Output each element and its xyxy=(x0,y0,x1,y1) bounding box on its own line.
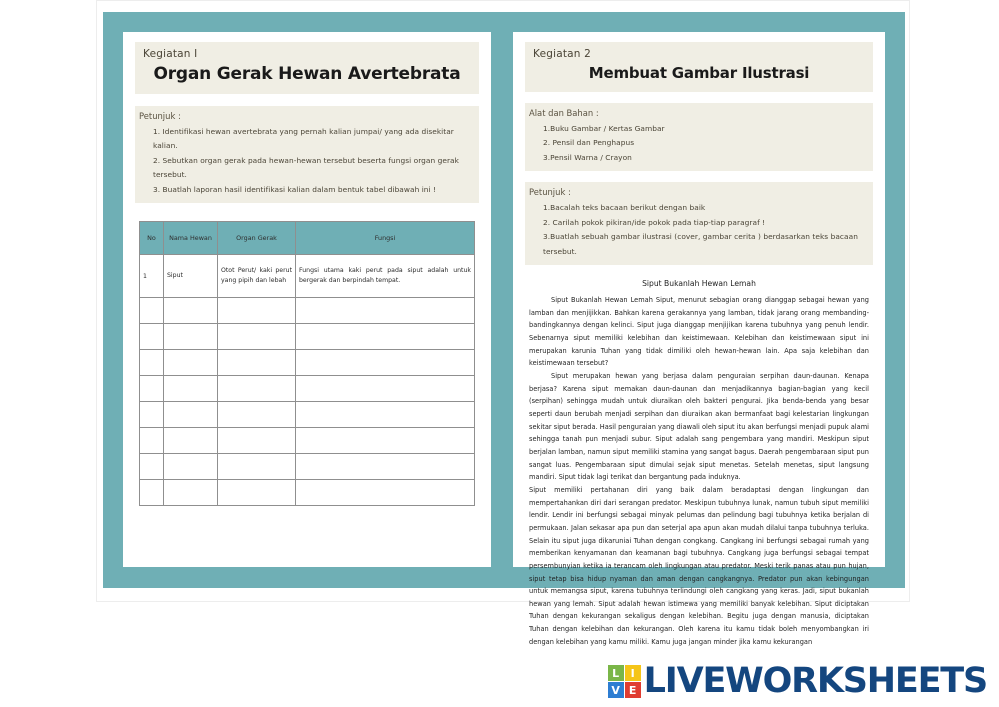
list-item: 1. Identifikasi hewan avertebrata yang p… xyxy=(153,127,454,151)
alat-dan-bahan-label: Alat dan Bahan : xyxy=(529,108,599,118)
cell-organ-gerak[interactable] xyxy=(217,401,296,429)
reading-passage: Siput Bukanlah Hewan Lemah Siput Bukanla… xyxy=(525,279,873,648)
cell-nama-hewan[interactable] xyxy=(163,479,218,507)
table-row[interactable] xyxy=(139,297,475,325)
cell-fungsi[interactable] xyxy=(295,427,475,455)
petunjuk-label-right: Petunjuk : xyxy=(529,187,571,198)
logo-square-i: I xyxy=(624,665,641,681)
cell-nama-hewan[interactable] xyxy=(163,297,218,325)
cell-no[interactable] xyxy=(139,349,164,377)
cell-nama-hewan[interactable] xyxy=(163,401,218,429)
cell-fungsi[interactable] xyxy=(295,401,475,429)
cell-nama-hewan[interactable]: Siput xyxy=(163,254,218,299)
column-header-nama-hewan: Nama Hewan xyxy=(163,221,218,256)
organ-gerak-table: No Nama Hewan Organ Gerak Fungsi 1 Siput… xyxy=(139,221,475,507)
list-item: 2. Carilah pokok pikiran/ide pokok pada … xyxy=(543,217,766,227)
list-item: 2. Sebutkan organ gerak pada hewan-hewan… xyxy=(153,155,459,180)
cell-no[interactable] xyxy=(139,427,164,455)
right-petunjuk-block: Petunjuk : 1.Bacalah teks bacaan berikut… xyxy=(525,182,873,266)
cell-fungsi[interactable] xyxy=(295,453,475,481)
cell-fungsi[interactable] xyxy=(295,349,475,377)
cell-no[interactable]: 1 xyxy=(139,254,164,299)
cell-nama-hewan[interactable] xyxy=(163,453,218,481)
table-row[interactable] xyxy=(139,427,475,455)
cell-no[interactable] xyxy=(139,323,164,351)
activity-panel-right: Kegiatan 2 Membuat Gambar Ilustrasi Alat… xyxy=(513,32,885,646)
cell-organ-gerak[interactable] xyxy=(217,479,296,507)
column-header-fungsi: Fungsi xyxy=(295,221,475,256)
cell-no[interactable] xyxy=(139,453,164,481)
liveworksheets-logo: L I V E LIVEWORKSHEETS xyxy=(607,661,989,701)
right-title-block: Kegiatan 2 Membuat Gambar Ilustrasi xyxy=(525,42,873,92)
cell-nama-hewan[interactable] xyxy=(163,349,218,377)
cell-organ-gerak[interactable]: Otot Perut/ kaki perut yang pipih dan le… xyxy=(217,254,296,299)
table-header-row: No Nama Hewan Organ Gerak Fungsi xyxy=(139,221,475,256)
list-item: 3.Pensil Warna / Crayon xyxy=(543,152,632,162)
teal-worksheet-frame: Kegiatan I Organ Gerak Hewan Avertebrata… xyxy=(103,12,905,646)
cell-fungsi[interactable]: Fungsi utama kaki perut pada siput adala… xyxy=(295,254,475,299)
cell-nama-hewan[interactable] xyxy=(163,375,218,403)
logo-square-l: L xyxy=(607,665,624,681)
liveworksheets-wordmark: LIVEWORKSHEETS xyxy=(643,661,989,701)
kegiatan-label-left: Kegiatan I xyxy=(143,48,198,60)
cell-organ-gerak[interactable] xyxy=(217,453,296,481)
passage-title: Siput Bukanlah Hewan Lemah xyxy=(642,279,756,289)
cell-fungsi[interactable] xyxy=(295,297,475,325)
cell-fungsi[interactable] xyxy=(295,323,475,351)
cell-organ-gerak[interactable] xyxy=(217,427,296,455)
column-header-no: No xyxy=(139,221,164,256)
table-row[interactable]: 1 Siput Otot Perut/ kaki perut yang pipi… xyxy=(139,254,475,299)
left-title-block: Kegiatan I Organ Gerak Hewan Avertebrata xyxy=(135,42,479,94)
logo-square-e: E xyxy=(624,682,641,698)
table-row[interactable] xyxy=(139,401,475,429)
cell-organ-gerak[interactable] xyxy=(217,375,296,403)
list-item: 3. Buatlah laporan hasil identifikasi ka… xyxy=(153,184,437,194)
liveworksheets-logo-squares: L I V E xyxy=(607,665,641,698)
cell-nama-hewan[interactable] xyxy=(163,427,218,455)
passage-paragraph: Siput merupakan hewan yang berjasa dalam… xyxy=(529,372,869,482)
cell-no[interactable] xyxy=(139,479,164,507)
cell-no[interactable] xyxy=(139,297,164,325)
cell-no[interactable] xyxy=(139,401,164,429)
logo-square-v: V xyxy=(607,682,624,698)
cell-organ-gerak[interactable] xyxy=(217,297,296,325)
table-row[interactable] xyxy=(139,453,475,481)
cell-organ-gerak[interactable] xyxy=(217,349,296,377)
passage-paragraph: Siput Bukanlah Hewan Lemah Siput, menuru… xyxy=(529,296,869,368)
list-item: 2. Pensil dan Penghapus xyxy=(543,138,635,148)
activity-title-right: Membuat Gambar Ilustrasi xyxy=(588,64,810,82)
alat-dan-bahan-list: 1.Buku Gambar / Kertas Gambar 2. Pensil … xyxy=(525,122,873,171)
cell-nama-hewan[interactable] xyxy=(163,323,218,351)
petunjuk-label-left: Petunjuk : xyxy=(139,111,181,121)
cell-fungsi[interactable] xyxy=(295,375,475,403)
left-petunjuk-block: Petunjuk : 1. Identifikasi hewan averteb… xyxy=(135,106,479,204)
list-item: 1.Bacalah teks bacaan berikut dengan bai… xyxy=(543,203,706,213)
cell-fungsi[interactable] xyxy=(295,479,475,507)
activity-panel-left: Kegiatan I Organ Gerak Hewan Avertebrata… xyxy=(123,32,491,567)
list-item: 1.Buku Gambar / Kertas Gambar xyxy=(543,124,665,133)
petunjuk-list-left: 1. Identifikasi hewan avertebrata yang p… xyxy=(135,125,479,203)
cell-no[interactable] xyxy=(139,375,164,403)
table-row[interactable] xyxy=(139,349,475,377)
activity-title-left: Organ Gerak Hewan Avertebrata xyxy=(153,64,461,84)
alat-dan-bahan-block: Alat dan Bahan : 1.Buku Gambar / Kertas … xyxy=(525,103,873,172)
cell-organ-gerak[interactable] xyxy=(217,323,296,351)
table-row[interactable] xyxy=(139,323,475,351)
passage-paragraph: Siput memiliki pertahanan diri yang baik… xyxy=(529,485,869,646)
table-row[interactable] xyxy=(139,375,475,403)
kegiatan-label-right: Kegiatan 2 xyxy=(533,48,592,60)
column-header-organ-gerak: Organ Gerak xyxy=(217,221,296,256)
list-item: 3.Buatlah sebuah gambar ilustrasi (cover… xyxy=(543,232,858,256)
petunjuk-list-right: 1.Bacalah teks bacaan berikut dengan bai… xyxy=(525,201,873,265)
table-row[interactable] xyxy=(139,479,475,507)
